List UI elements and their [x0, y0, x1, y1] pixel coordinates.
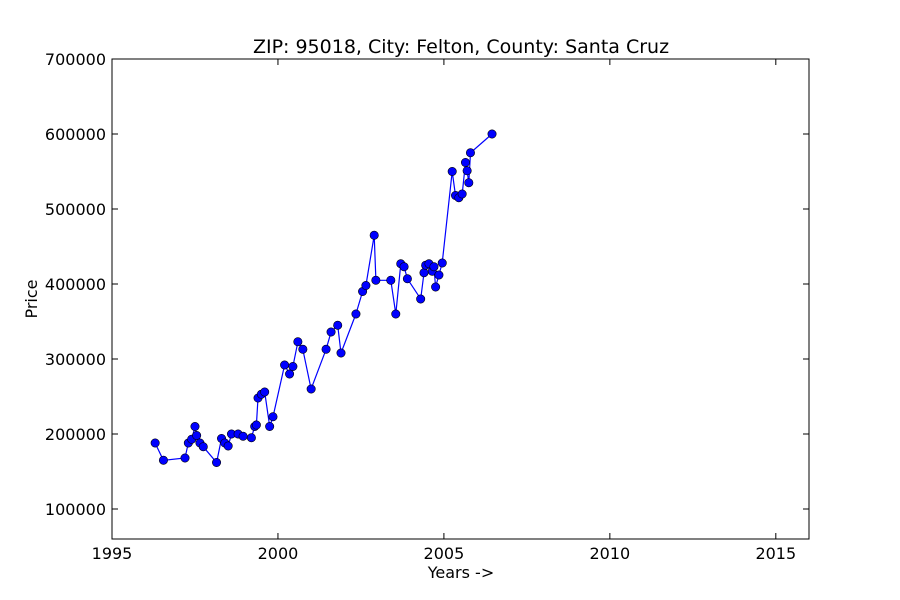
data-point — [158, 455, 168, 465]
data-point — [464, 178, 474, 188]
data-point — [416, 294, 426, 304]
series-layer — [150, 129, 497, 467]
data-point — [285, 369, 295, 379]
data-point — [351, 309, 361, 319]
data-point — [336, 348, 346, 358]
y-axis-ticks: 100000 200000 300000 400000 500000 600000 7000… — [45, 50, 809, 519]
chart-title: ZIP: 95018, City: Felton, County: Santa … — [253, 36, 669, 58]
x-tick-label: 2000 — [258, 544, 299, 563]
x-tick-label: 2015 — [755, 544, 796, 563]
x-tick-label: 2010 — [589, 544, 630, 563]
data-point — [251, 420, 261, 430]
data-point — [260, 387, 270, 397]
data-point — [465, 148, 475, 158]
data-point — [298, 344, 308, 354]
data-point — [386, 275, 396, 285]
data-point — [321, 344, 331, 354]
data-point — [460, 158, 470, 168]
data-point — [457, 189, 467, 199]
data-point — [238, 431, 248, 441]
data-point — [192, 430, 202, 440]
plot-frame — [111, 58, 810, 540]
y-tick-label: 700000 — [45, 50, 106, 69]
y-tick-label: 100000 — [45, 500, 106, 519]
data-point — [198, 442, 208, 452]
data-point — [399, 262, 409, 272]
data-point — [437, 258, 447, 268]
data-point — [462, 166, 472, 176]
data-point — [326, 327, 336, 337]
data-point — [431, 282, 441, 292]
data-point — [447, 167, 457, 177]
data-point — [369, 230, 379, 240]
data-point — [212, 457, 222, 467]
data-point — [487, 129, 497, 139]
data-point — [265, 421, 275, 431]
y-tick-label: 300000 — [45, 350, 106, 369]
y-axis-label: Price — [22, 279, 41, 318]
y-tick-label: 200000 — [45, 425, 106, 444]
data-point — [293, 337, 303, 347]
data-point — [268, 412, 278, 422]
data-point — [402, 274, 412, 284]
x-tick-label: 1995 — [92, 544, 133, 563]
series-line — [154, 133, 493, 464]
y-tick-label: 500000 — [45, 200, 106, 219]
data-point — [429, 262, 439, 272]
data-point — [150, 438, 160, 448]
data-point — [246, 433, 256, 443]
x-tick-label: 2005 — [424, 544, 465, 563]
data-point — [190, 421, 200, 431]
data-point — [371, 275, 381, 285]
x-axis-ticks: 1995 2000 2005 2010 2015 — [92, 59, 796, 563]
data-point — [288, 361, 298, 371]
data-point — [333, 320, 343, 330]
data-point — [280, 360, 290, 370]
data-point — [434, 270, 444, 280]
data-point — [180, 453, 190, 463]
data-point — [419, 268, 429, 278]
data-point — [223, 441, 233, 451]
data-point — [391, 309, 401, 319]
x-axis-label: Years -> — [427, 563, 494, 582]
y-tick-label: 400000 — [45, 275, 106, 294]
y-tick-label: 600000 — [45, 125, 106, 144]
data-point — [361, 280, 371, 290]
data-point — [306, 384, 316, 394]
